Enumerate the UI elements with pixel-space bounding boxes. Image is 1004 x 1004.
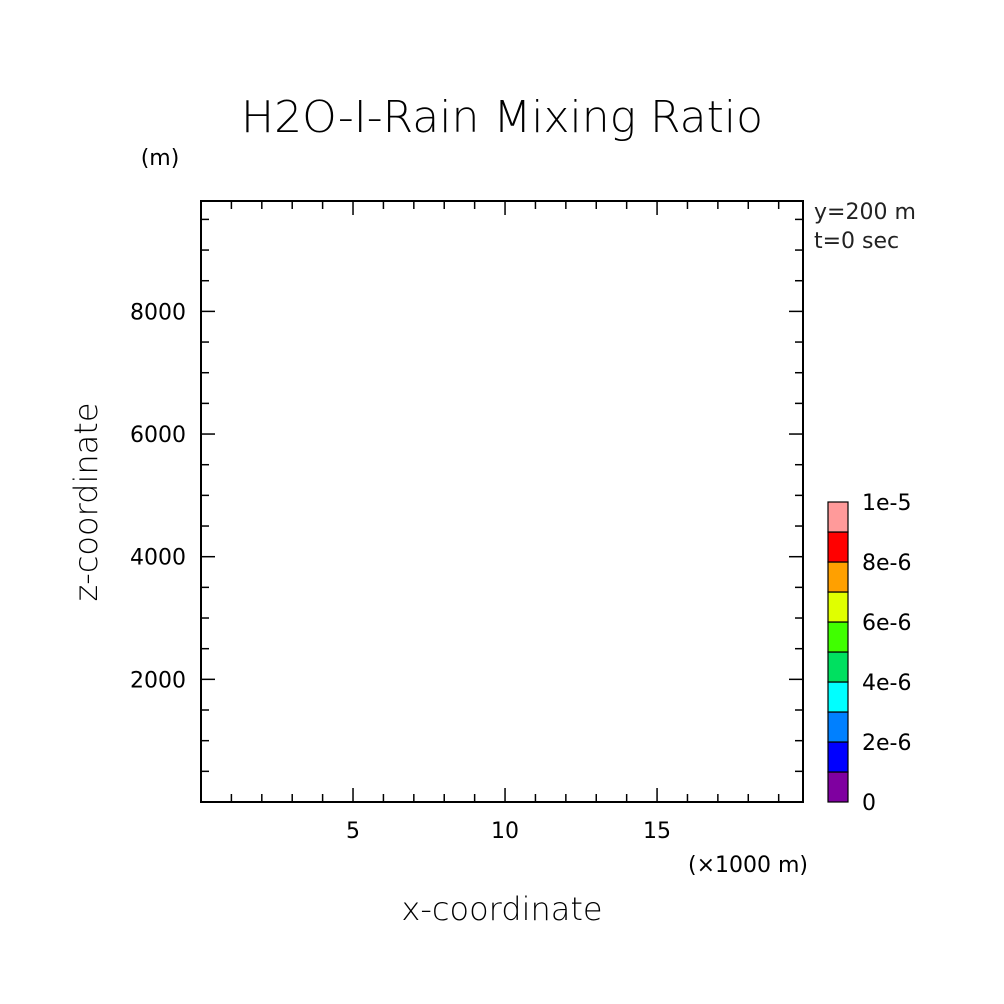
- x-tick-label: 10: [491, 819, 519, 844]
- colorbar-swatch: [827, 561, 849, 593]
- colorbar-label: 1e-5: [862, 491, 911, 516]
- y-tick-label: 2000: [130, 668, 186, 693]
- chart-title: H2O-I-Rain Mixing Ratio: [241, 92, 763, 143]
- colorbar-label: 2e-6: [862, 731, 911, 756]
- y-axis-title: z-coordinate: [67, 402, 105, 601]
- y-tick-label: 4000: [130, 546, 186, 571]
- colorbar-swatch: [827, 501, 849, 533]
- x-unit-label: (×1000 m): [688, 853, 808, 878]
- colorbar-swatch: [827, 621, 849, 653]
- colorbar-swatch: [827, 711, 849, 743]
- plot-area: 5 10 15 2000 4000 6000 8000: [130, 200, 804, 844]
- annotation-t: t=0 sec: [814, 229, 899, 254]
- y-tick-label: 6000: [130, 423, 186, 448]
- colorbar-swatch: [827, 681, 849, 713]
- plot-frame: [200, 200, 804, 803]
- colorbar-label: 4e-6: [862, 671, 911, 696]
- x-tick-label: 15: [643, 819, 671, 844]
- colorbar-swatch: [827, 651, 849, 683]
- y-axis: 2000 4000 6000 8000: [130, 218, 803, 773]
- x-axis-title: x-coordinate: [401, 890, 602, 928]
- annotation-y: y=200 m: [814, 200, 916, 225]
- colorbar: 0 2e-6 4e-6 6e-6 8e-6 1e-5: [827, 491, 911, 816]
- colorbar-swatch: [827, 741, 849, 773]
- colorbar-swatch: [827, 531, 849, 563]
- x-axis: 5 10 15: [230, 201, 780, 844]
- colorbar-label: 8e-6: [862, 551, 911, 576]
- colorbar-swatch: [827, 591, 849, 623]
- y-unit-label: (m): [141, 146, 180, 171]
- colorbar-label: 6e-6: [862, 611, 911, 636]
- colorbar-swatch: [827, 771, 849, 803]
- colorbar-label: 0: [862, 791, 876, 816]
- x-tick-label: 5: [346, 819, 360, 844]
- y-tick-label: 8000: [130, 300, 186, 325]
